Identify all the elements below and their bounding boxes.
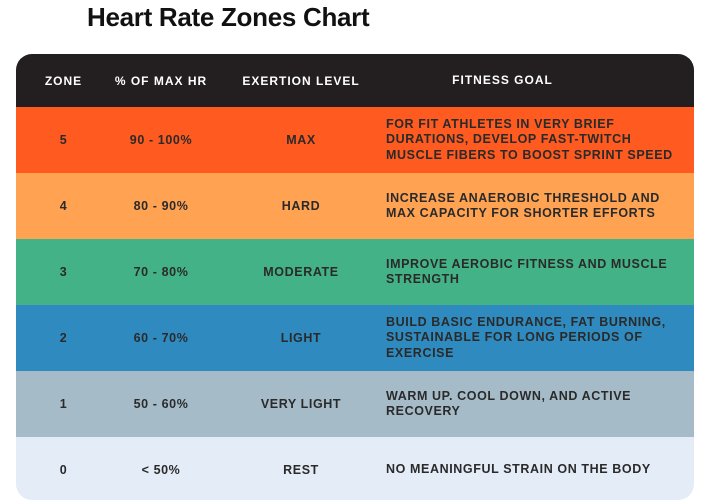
pct-cell: 70 - 80% — [133, 265, 189, 279]
pct-cell: 60 - 70% — [133, 331, 189, 345]
zone-cell: 0 — [59, 462, 68, 477]
header-exertion-level: EXERTION LEVEL — [242, 73, 360, 88]
exertion-cell: VERY LIGHT — [260, 397, 342, 411]
zone-cell: 5 — [59, 133, 68, 147]
pct-cell: 50 - 60% — [133, 397, 189, 411]
table-row-zone-3: 3 70 - 80% MODERATE IMPROVE AEROBIC FITN… — [16, 239, 694, 305]
zone-cell: 1 — [59, 397, 68, 411]
goal-cell: IMPROVE AEROBIC FITNESS AND MUSCLE STREN… — [386, 256, 668, 287]
table-row-zone-1: 1 50 - 60% VERY LIGHT WARM UP. COOL DOWN… — [16, 371, 694, 437]
zone-cell: 3 — [59, 265, 68, 279]
header-fitness-goal: FITNESS GOAL — [452, 72, 553, 87]
exertion-cell: LIGHT — [280, 331, 322, 345]
goal-cell: INCREASE ANAEROBIC THRESHOLD AND MAX CAP… — [386, 190, 660, 221]
goal-cell: WARM UP. COOL DOWN, AND ACTIVE RECOVERY — [386, 388, 632, 419]
table-header: ZONE % OF MAX HR EXERTION LEVEL FITNESS … — [16, 54, 694, 107]
pct-cell: < 50% — [141, 462, 181, 477]
table-row-zone-4: 4 80 - 90% HARD INCREASE ANAEROBIC THRES… — [16, 173, 694, 239]
goal-cell: NO MEANINGFUL STRAIN ON THE BODY — [386, 461, 651, 476]
exertion-cell: REST — [283, 462, 319, 477]
table-row-zone-5: 5 90 - 100% MAX FOR FIT ATHLETES IN VERY… — [16, 107, 694, 173]
zone-cell: 4 — [59, 199, 68, 213]
table-row-zone-2: 2 60 - 70% LIGHT BUILD BASIC ENDURANCE, … — [16, 305, 694, 371]
table-row-zone-0: 0 < 50% REST NO MEANINGFUL STRAIN ON THE… — [16, 437, 694, 500]
header-pct-max-hr: % OF MAX HR — [114, 73, 208, 88]
pct-cell: 80 - 90% — [133, 199, 189, 213]
chart-title: Heart Rate Zones Chart — [87, 2, 370, 32]
heart-rate-zones-table: ZONE % OF MAX HR EXERTION LEVEL FITNESS … — [16, 54, 694, 500]
exertion-cell: HARD — [281, 199, 321, 213]
exertion-cell: MODERATE — [263, 265, 339, 279]
pct-cell: 90 - 100% — [129, 133, 193, 147]
zone-cell: 2 — [59, 331, 68, 345]
goal-cell: FOR FIT ATHLETES IN VERY BRIEF DURATIONS… — [386, 116, 673, 162]
exertion-cell: MAX — [286, 133, 316, 147]
goal-cell: BUILD BASIC ENDURANCE, FAT BURNING, SUST… — [386, 314, 666, 360]
header-zone: ZONE — [44, 73, 83, 88]
